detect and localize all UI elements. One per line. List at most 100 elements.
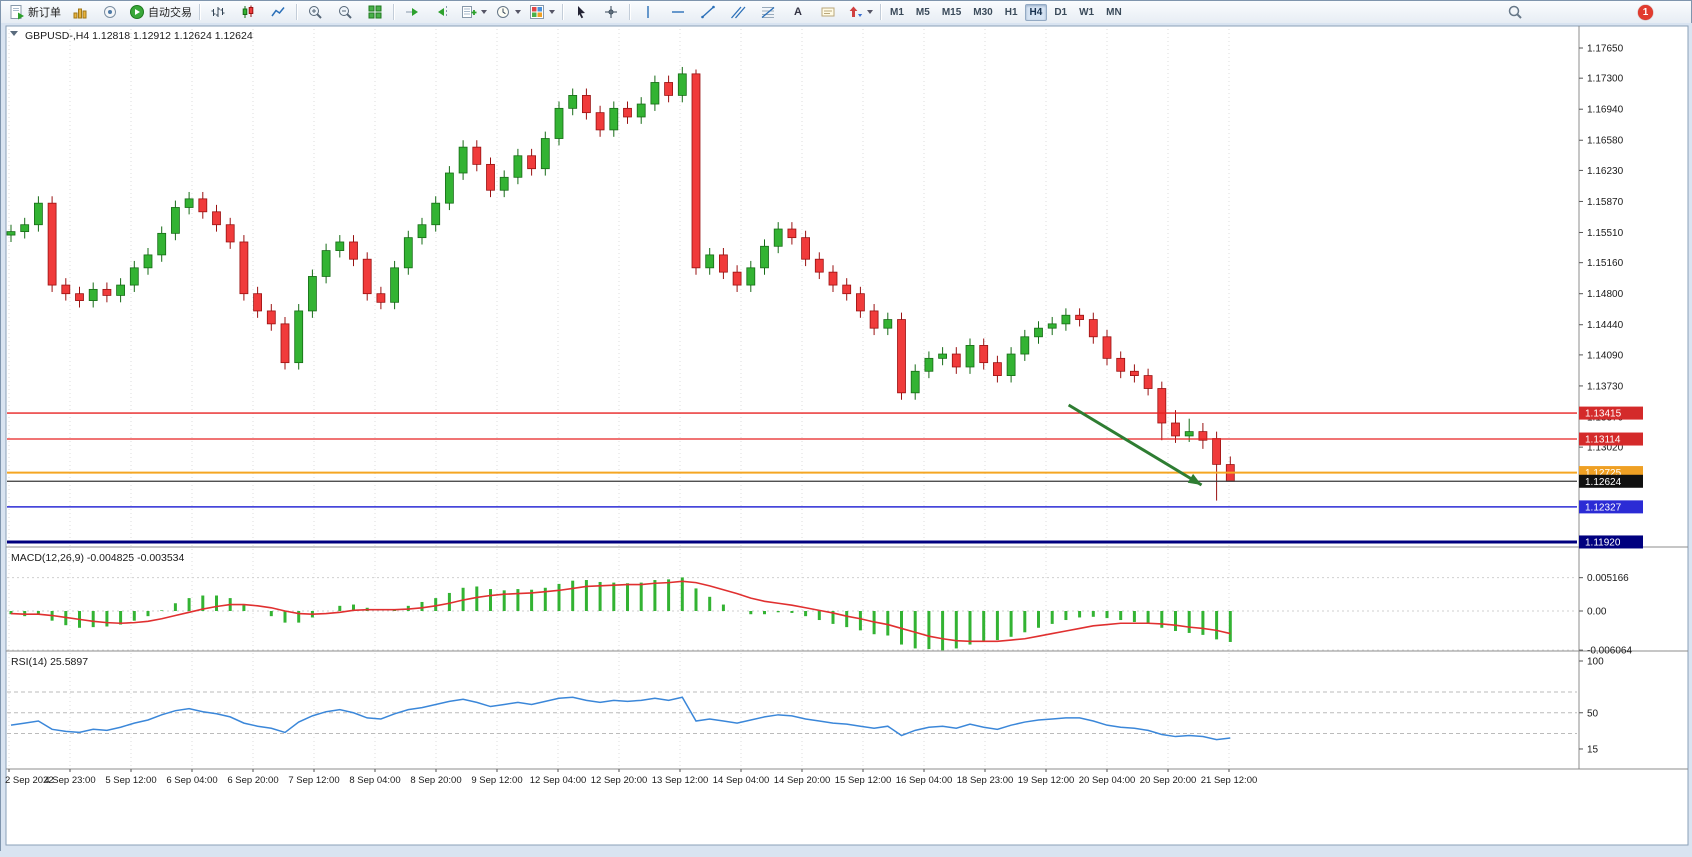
channel-button[interactable] — [723, 1, 753, 23]
candle — [335, 241, 345, 251]
chart-bars-button[interactable] — [203, 1, 233, 23]
dropdown-caret — [515, 10, 521, 14]
time-axis-label: 4 Sep 23:00 — [44, 775, 95, 786]
trendline-button[interactable] — [693, 1, 723, 23]
svg-text:1.14440: 1.14440 — [1587, 320, 1624, 331]
timeframe-w1-button[interactable]: W1 — [1079, 6, 1095, 18]
svg-text:1.15510: 1.15510 — [1587, 228, 1624, 239]
candle — [458, 146, 468, 174]
cursor-button[interactable] — [566, 1, 596, 23]
text-button[interactable]: A — [783, 1, 813, 23]
zoom-out-button[interactable] — [330, 1, 360, 23]
candle — [623, 107, 632, 118]
candle — [513, 155, 523, 178]
timeframe-h4-button[interactable]: H4 — [1024, 3, 1048, 21]
svg-text:1.13415: 1.13415 — [1585, 409, 1622, 420]
chart-svg[interactable]: 1.17650 1.17300 1.16940 1.16580 1.16230 1.158… — [1, 23, 1692, 852]
main-toolbar: 新订单 自动交易 — [1, 1, 1691, 24]
periods-button[interactable] — [491, 1, 525, 23]
time-axis-label: 16 Sep 04:00 — [896, 775, 953, 786]
time-axis-label: 20 Sep 20:00 — [1140, 775, 1197, 786]
search-button[interactable] — [1500, 1, 1530, 23]
candle — [842, 284, 852, 295]
search-icon — [1508, 5, 1522, 19]
dropdown-caret — [549, 10, 555, 14]
candle — [1157, 388, 1167, 424]
candle — [431, 202, 441, 226]
timeframe-m1-button[interactable]: M1 — [890, 6, 904, 18]
candle — [1212, 438, 1221, 465]
candle — [1198, 431, 1208, 441]
candle — [499, 176, 509, 191]
candle — [75, 293, 84, 301]
chart-line-button[interactable] — [263, 1, 293, 23]
arrows-button[interactable] — [843, 1, 877, 23]
text-label-button[interactable] — [813, 1, 843, 23]
chart-candles-button[interactable] — [233, 1, 263, 23]
chart-shift-icon — [438, 6, 447, 18]
candle — [116, 284, 125, 296]
notifications-badge[interactable]: 1 — [1638, 4, 1653, 20]
zoom-in-button[interactable] — [300, 1, 330, 23]
svg-text:1.16580: 1.16580 — [1587, 136, 1624, 147]
candle — [773, 228, 783, 247]
periods-clock-icon — [497, 6, 509, 18]
macd-axis-label: 0.005166 — [1587, 573, 1629, 584]
timeframe-d1-button[interactable]: D1 — [1054, 6, 1068, 18]
auto-trading-icon — [130, 5, 144, 19]
trend-arrow-annotation[interactable] — [1067, 403, 1203, 487]
svg-text:1.14090: 1.14090 — [1587, 350, 1624, 361]
time-axis-label: 5 Sep 12:00 — [105, 775, 156, 786]
candle — [362, 258, 372, 295]
fibonacci-button[interactable] — [753, 1, 783, 23]
toolbar-separator — [629, 4, 630, 20]
svg-text:1.17650: 1.17650 — [1587, 44, 1624, 55]
time-axis-label: 8 Sep 20:00 — [410, 775, 461, 786]
price-axis-tag — [1579, 406, 1643, 420]
timeframe-h1-button[interactable]: H1 — [1004, 6, 1018, 18]
new-order-button[interactable]: 新订单 — [5, 1, 65, 23]
timeframe-m5-button[interactable]: M5 — [915, 6, 930, 18]
bars-chart-icon — [211, 7, 225, 17]
symbol-dropdown-icon[interactable] — [10, 31, 18, 36]
arrows-tool-icon — [849, 6, 863, 17]
candle — [883, 319, 893, 329]
time-axis-label: 21 Sep 12:00 — [1201, 775, 1258, 786]
macd-layer — [9, 577, 1232, 651]
crosshair-button[interactable] — [596, 1, 626, 23]
auto-scroll-icon — [406, 8, 418, 16]
vertical-line-button[interactable] — [633, 1, 663, 23]
rsi-axis-label: 50 — [1587, 708, 1599, 719]
time-axis-label: 18 Sep 23:00 — [957, 775, 1014, 786]
auto-trading-label: 自动交易 — [148, 7, 192, 19]
candle — [129, 267, 139, 286]
chart-profiles-button[interactable] — [65, 1, 95, 23]
candle — [472, 146, 482, 165]
templates-button[interactable] — [525, 1, 559, 23]
candle — [828, 271, 838, 286]
svg-text:1.15870: 1.15870 — [1587, 197, 1624, 208]
timeframe-m15-button[interactable]: M15 — [941, 6, 962, 18]
chart-window[interactable]: 1.17650 1.17300 1.16940 1.16580 1.16230 1.158… — [1, 23, 1692, 852]
svg-text:1.13730: 1.13730 — [1587, 381, 1624, 392]
auto-trading-button[interactable]: 自动交易 — [125, 1, 196, 23]
candle — [184, 198, 194, 208]
svg-text:1.12624: 1.12624 — [1585, 477, 1622, 488]
timeframe-m30-button[interactable]: M30 — [973, 6, 993, 18]
candle — [869, 310, 879, 329]
market-watch-button[interactable] — [95, 1, 125, 23]
candle — [664, 82, 673, 96]
chart-background — [5, 25, 1689, 846]
toolbar-separator — [296, 4, 297, 20]
indicators-button[interactable] — [457, 1, 491, 23]
tile-windows-button[interactable] — [360, 1, 390, 23]
candle — [910, 370, 920, 394]
chart-shift-button[interactable] — [427, 1, 457, 23]
timeframe-mn-button[interactable]: MN — [1106, 6, 1122, 18]
candle — [239, 241, 249, 295]
horizontal-line-button[interactable] — [663, 1, 693, 23]
auto-scroll-button[interactable] — [397, 1, 427, 23]
candle — [61, 284, 71, 295]
